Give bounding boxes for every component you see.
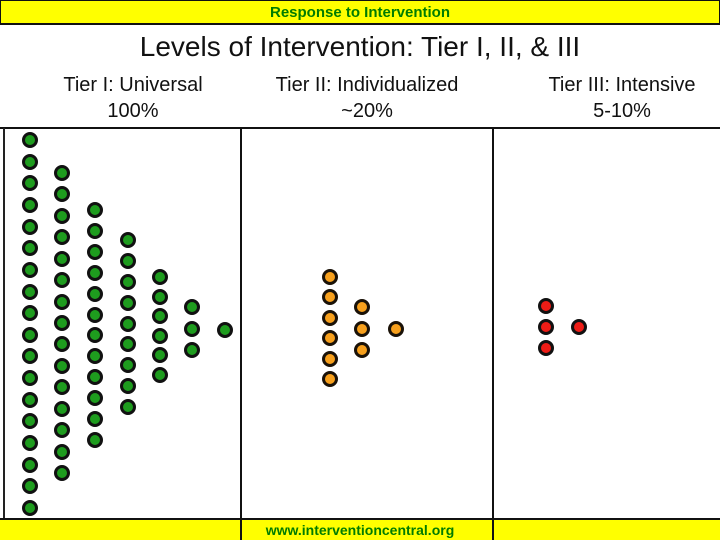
tier2-subheading: ~20%	[341, 100, 393, 122]
tier-1-dot	[22, 435, 38, 451]
tier-2-dot	[322, 330, 338, 346]
top-banner-text: Response to Intervention	[269, 3, 451, 21]
tier-1-dot	[120, 253, 136, 269]
tier-1-dot	[120, 357, 136, 373]
tier-1-dot	[120, 274, 136, 290]
tier-1-dot	[152, 347, 168, 363]
top-rule	[0, 127, 720, 129]
tier-1-dot	[22, 478, 38, 494]
tier-1-dot	[87, 390, 103, 406]
tier-2-dot	[322, 289, 338, 305]
tier-1-dot	[87, 307, 103, 323]
tier-1-dot	[22, 348, 38, 364]
tier1-header: Tier I: Universal 100%	[10, 72, 256, 124]
footer-url: www.interventioncentral.org	[265, 522, 455, 538]
tier-1-dot	[54, 315, 70, 331]
tier-1-dot	[87, 432, 103, 448]
tier3-header: Tier III: Intensive 5-10%	[500, 72, 720, 124]
tier-3-dot	[538, 319, 554, 335]
tier-1-dot	[22, 327, 38, 343]
tier-1-dot	[184, 342, 200, 358]
tier-2-dot	[354, 299, 370, 315]
tier3-heading: Tier III: Intensive	[548, 74, 696, 96]
tier-1-dot	[22, 154, 38, 170]
tier-2-dot	[354, 321, 370, 337]
tier-1-dot	[87, 244, 103, 260]
tier-1-dot	[87, 265, 103, 281]
tier-1-dot	[54, 165, 70, 181]
tier-1-dot	[22, 197, 38, 213]
tier-1-dot	[22, 262, 38, 278]
tier-1-dot	[22, 370, 38, 386]
tier-1-dot	[87, 202, 103, 218]
tier-2-dot	[322, 269, 338, 285]
tier2-heading: Tier II: Individualized	[275, 74, 459, 96]
tier-1-dot	[152, 367, 168, 383]
tier-1-dot	[152, 308, 168, 324]
tier-1-dot	[54, 358, 70, 374]
tier-3-dot	[538, 298, 554, 314]
tier-1-dot	[54, 229, 70, 245]
tier-1-dot	[87, 369, 103, 385]
tier-1-dot	[22, 457, 38, 473]
tier-1-dot	[22, 305, 38, 321]
tier-3-dot	[571, 319, 587, 335]
column-divider-2	[492, 128, 494, 540]
tier-1-dot	[120, 232, 136, 248]
tier-1-dot	[120, 295, 136, 311]
tier-2-dot	[354, 342, 370, 358]
tier-1-dot	[120, 336, 136, 352]
tier-2-dot	[322, 371, 338, 387]
tier-1-dot	[54, 422, 70, 438]
tier-1-dot	[184, 321, 200, 337]
tier-3-dot	[538, 340, 554, 356]
tier-1-dot	[87, 411, 103, 427]
tier-1-dot	[184, 299, 200, 315]
tier-1-dot	[54, 444, 70, 460]
tier2-header: Tier II: Individualized ~20%	[243, 72, 491, 124]
tier-1-dot	[22, 284, 38, 300]
tier-1-dot	[120, 378, 136, 394]
tier-1-dot	[54, 379, 70, 395]
tier-1-dot	[120, 316, 136, 332]
tier-1-dot	[22, 132, 38, 148]
tier-2-dot	[322, 310, 338, 326]
tier-1-dot	[54, 251, 70, 267]
tier-1-dot	[22, 219, 38, 235]
tier-1-dot	[22, 500, 38, 516]
tier-1-dot	[87, 286, 103, 302]
footer-banner: www.interventioncentral.org	[0, 518, 720, 540]
tier-1-dot	[54, 336, 70, 352]
tier-1-dot	[217, 322, 233, 338]
left-border	[3, 128, 5, 518]
tier-1-dot	[152, 269, 168, 285]
tier-1-dot	[54, 272, 70, 288]
tier-1-dot	[54, 465, 70, 481]
tier-1-dot	[54, 401, 70, 417]
tier-2-dot	[322, 351, 338, 367]
tier-1-dot	[152, 328, 168, 344]
tier-1-dot	[22, 175, 38, 191]
page-title: Levels of Intervention: Tier I, II, & II…	[139, 31, 581, 62]
tier-1-dot	[120, 399, 136, 415]
tier-1-dot	[22, 240, 38, 256]
tier3-subheading: 5-10%	[593, 100, 651, 122]
tier-1-dot	[87, 223, 103, 239]
tier-1-dot	[87, 327, 103, 343]
tier-1-dot	[54, 208, 70, 224]
tier1-subheading: 100%	[107, 100, 159, 122]
column-divider-1	[240, 128, 242, 540]
tier1-heading: Tier I: Universal	[63, 74, 203, 96]
tier-1-dot	[22, 413, 38, 429]
tier-1-dot	[54, 186, 70, 202]
top-banner: Response to Intervention	[0, 0, 720, 25]
tier-1-dot	[152, 289, 168, 305]
tier-1-dot	[22, 392, 38, 408]
tier-1-dot	[87, 348, 103, 364]
tier-2-dot	[388, 321, 404, 337]
tier-1-dot	[54, 294, 70, 310]
